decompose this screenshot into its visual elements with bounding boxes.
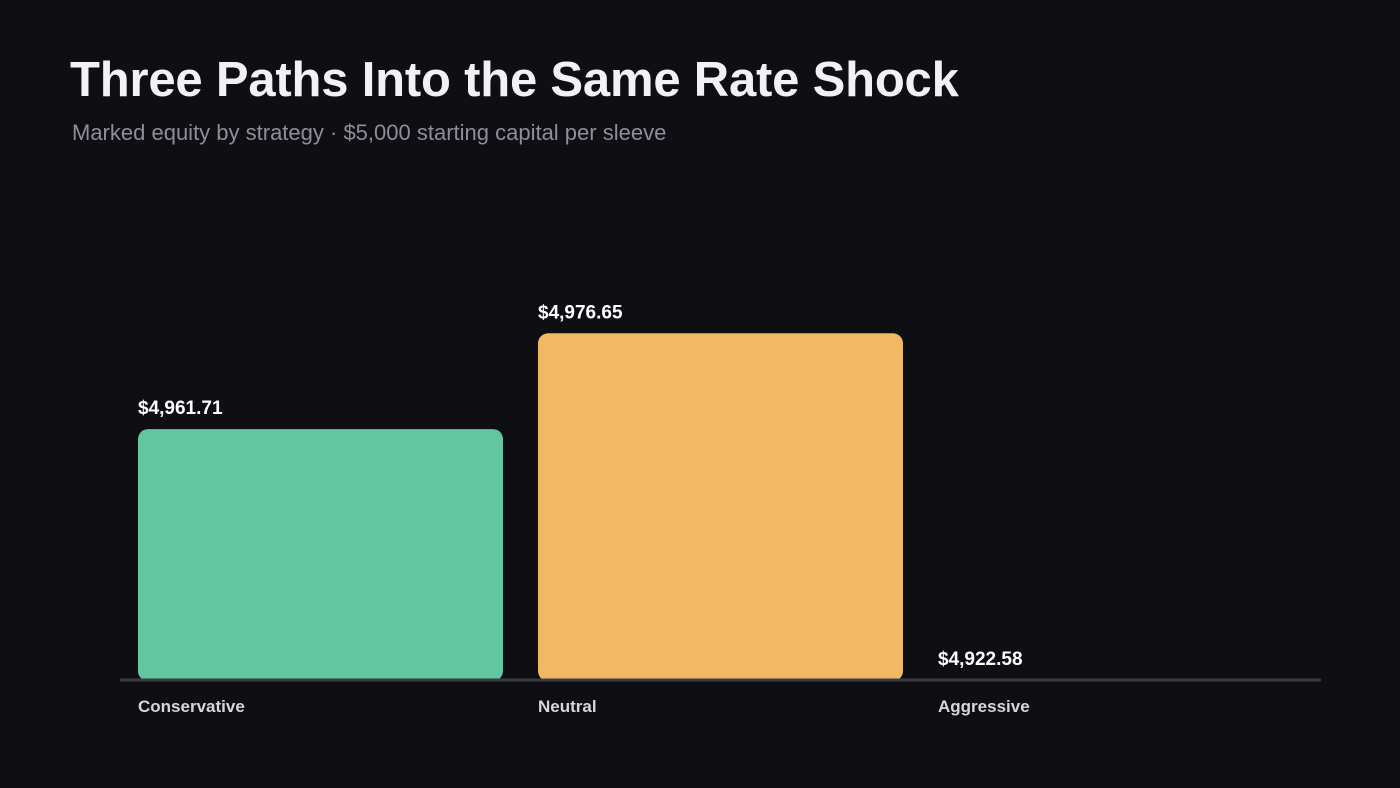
value-label-aggressive: $4,922.58 <box>938 649 1023 670</box>
category-label-aggressive: Aggressive <box>938 697 1030 716</box>
chart-subtitle: Marked equity by strategy · $5,000 start… <box>72 120 667 145</box>
bar-conservative <box>138 429 503 681</box>
value-label-conservative: $4,961.71 <box>138 398 223 419</box>
category-label-neutral: Neutral <box>538 697 597 716</box>
bar-neutral <box>538 333 903 681</box>
category-label-conservative: Conservative <box>138 697 245 716</box>
chart-title: Three Paths Into the Same Rate Shock <box>70 53 959 107</box>
value-label-neutral: $4,976.65 <box>538 302 623 323</box>
